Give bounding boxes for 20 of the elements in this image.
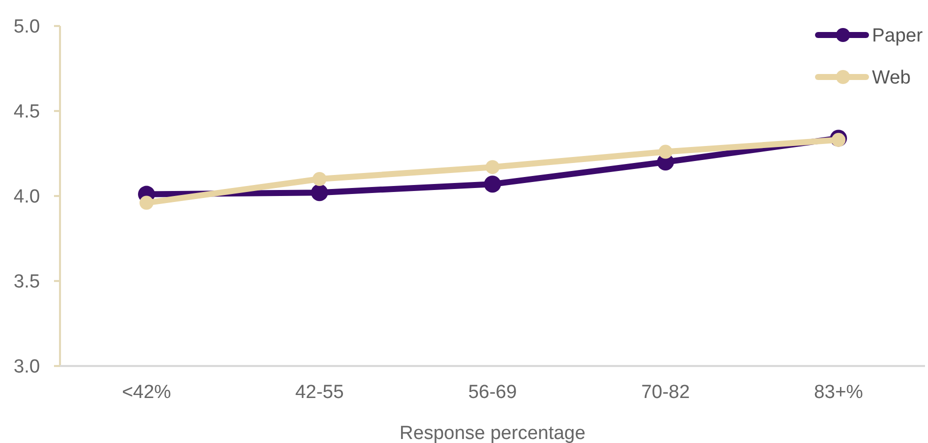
y-tick-label: 4.0 — [14, 186, 40, 208]
x-tick-label: 70-82 — [641, 382, 690, 403]
point — [658, 144, 672, 159]
x-tick-label: <42% — [122, 382, 172, 403]
point — [484, 176, 501, 193]
point — [312, 172, 326, 186]
x-tick-label: 42-55 — [295, 382, 344, 403]
point — [140, 196, 154, 210]
x-axis-title: Response percentage — [400, 423, 586, 443]
y-tick-label: 3.0 — [14, 356, 40, 378]
y-tick-label: 5.0 — [14, 16, 40, 38]
y-tick-label: 3.5 — [14, 272, 40, 293]
y-tick-label: 4.5 — [14, 102, 40, 123]
x-tick-label: 83+% — [814, 382, 864, 403]
legend-label: Paper — [872, 26, 924, 47]
point — [486, 160, 500, 174]
point — [832, 132, 846, 147]
point — [311, 184, 328, 202]
legend-label: Web — [872, 68, 911, 89]
x-tick-label: 56-69 — [468, 382, 517, 403]
